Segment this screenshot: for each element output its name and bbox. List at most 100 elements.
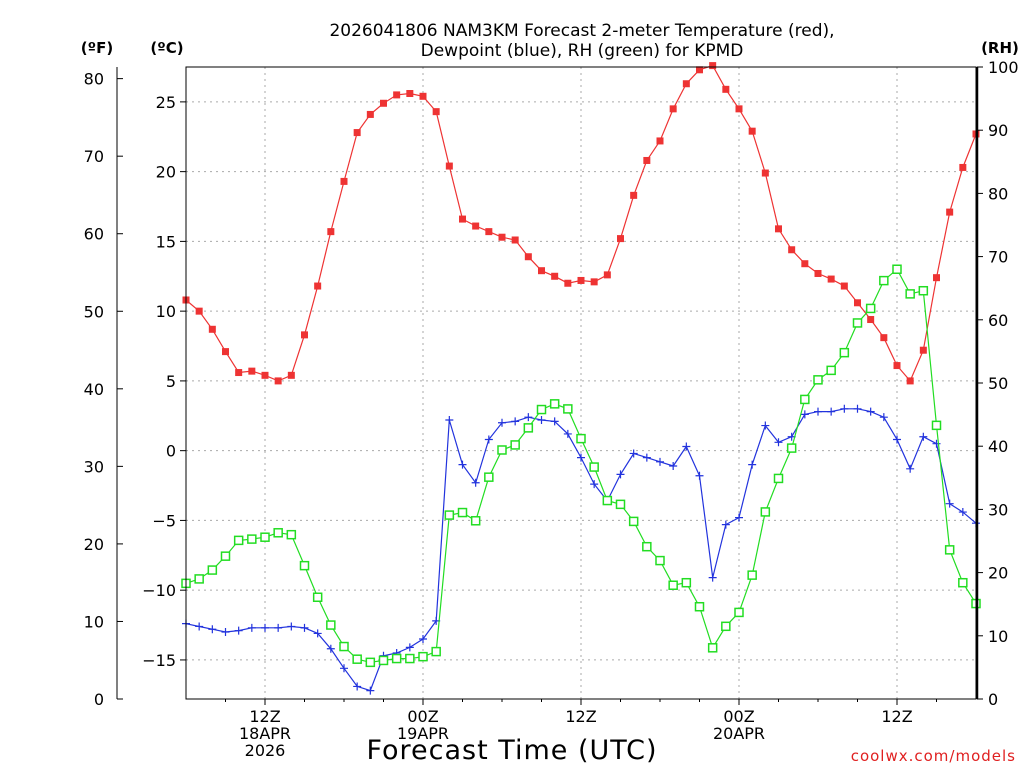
rh-point	[207, 565, 218, 575]
temperature-point	[682, 80, 690, 88]
temperature-point	[814, 269, 822, 277]
dewpoint-point	[748, 460, 757, 469]
dewpoint-point	[471, 478, 480, 487]
rh-point	[826, 365, 836, 376]
rh-point	[233, 535, 244, 546]
fahrenheit-tick-label: 50	[84, 302, 104, 321]
dewpoint-point	[642, 453, 651, 462]
dewpoint-point	[590, 480, 599, 489]
temperature-point	[748, 127, 756, 135]
temperature-point	[314, 282, 322, 290]
dewpoint-point	[366, 686, 375, 695]
rh-point	[286, 529, 297, 540]
temperature-point	[327, 228, 335, 236]
dewpoint-point	[537, 415, 546, 424]
temperature-point	[827, 275, 835, 283]
rh-point	[563, 404, 573, 414]
rh-point	[879, 275, 889, 286]
rh-point	[576, 433, 586, 444]
dewpoint-point	[761, 421, 770, 430]
temperature-point	[195, 307, 203, 315]
temperature-point	[735, 105, 743, 113]
temperature-point	[880, 334, 888, 342]
temperature-point	[603, 271, 611, 279]
rh-point	[247, 534, 257, 544]
dewpoint-point	[919, 432, 928, 441]
celsius-tick-label: 20	[156, 163, 176, 182]
temperature-point	[709, 62, 717, 70]
rh-point	[852, 318, 863, 328]
rh-point	[497, 445, 507, 455]
dewpoint-point	[340, 664, 348, 673]
rh-point	[865, 303, 876, 314]
rh-point	[220, 551, 231, 561]
celsius-tick-label: 10	[156, 302, 176, 321]
rh-tick-label: 90	[988, 121, 1008, 140]
dewpoint-point	[563, 429, 572, 438]
temperature-point	[919, 346, 927, 354]
chart-title-line2: Dewpoint (blue), RH (green) for KPMD	[421, 41, 744, 61]
fahrenheit-tick-label: 20	[84, 535, 104, 554]
temperature-point	[959, 163, 967, 171]
temperature-point	[840, 282, 848, 290]
rh-point	[510, 440, 520, 450]
rh-point	[721, 621, 731, 632]
temperature-point	[722, 85, 730, 93]
temperature-point	[498, 233, 506, 241]
temperature-point	[222, 348, 229, 356]
dewpoint-point	[669, 462, 678, 471]
temperature-point	[472, 222, 480, 230]
celsius-tick-label: 0	[166, 442, 176, 461]
temperature-point	[366, 110, 374, 118]
x-tick-label: 2026	[245, 741, 286, 760]
credit-text: coolwx.com/models	[851, 747, 1016, 765]
rh-point	[642, 541, 652, 552]
fahrenheit-tick-label: 70	[84, 147, 104, 166]
dewpoint-point	[208, 625, 217, 634]
dewpoint-point	[721, 520, 730, 529]
celsius-axis-unit: (ºC)	[150, 39, 183, 57]
temperature-point	[485, 228, 493, 236]
rh-point	[760, 507, 771, 517]
rh-tick-label: 80	[988, 184, 1008, 203]
rh-tick-label: 40	[988, 437, 1008, 456]
temperature-point	[235, 369, 243, 377]
dewpoint-point	[287, 622, 296, 631]
rh-point	[615, 499, 626, 510]
series-layer	[181, 62, 981, 695]
dewpoint-point	[945, 499, 954, 508]
rh-point	[326, 620, 336, 630]
fahrenheit-tick-label: 10	[84, 612, 104, 631]
rh-tick-label: 60	[988, 311, 1008, 330]
temperature-point	[353, 129, 361, 137]
x-axis-label: Forecast Time (UTC)	[366, 735, 657, 766]
temperature-point	[696, 66, 703, 74]
temperature-point	[669, 105, 677, 113]
celsius-tick-label: 5	[166, 372, 176, 391]
x-tick-label: 18APR	[239, 724, 291, 743]
temperature-point	[775, 225, 782, 233]
rh-point	[378, 655, 389, 666]
rh-point	[418, 651, 428, 662]
temperature-point	[617, 235, 624, 243]
temperature-point	[656, 137, 664, 145]
dewpoint-point	[656, 457, 664, 466]
rh-point	[352, 654, 362, 664]
rh-point	[786, 443, 797, 453]
rh-tick-label: 50	[988, 374, 1008, 393]
fahrenheit-tick-label: 60	[84, 225, 104, 244]
dewpoint-point	[458, 460, 467, 469]
celsius-tick-label: −15	[142, 651, 176, 670]
rh-point	[944, 545, 955, 555]
dewpoint-point	[274, 623, 283, 632]
dewpoint-point	[247, 623, 256, 632]
x-tick-label: 19APR	[397, 724, 449, 743]
rh-point	[484, 472, 494, 482]
temperature-point	[761, 169, 769, 177]
dewpoint-point	[932, 439, 941, 448]
rh-point	[694, 601, 705, 612]
fahrenheit-tick-label: 0	[94, 690, 104, 709]
rh-point	[813, 375, 823, 385]
rh-point	[668, 580, 678, 590]
dewpoint-point	[774, 438, 783, 447]
